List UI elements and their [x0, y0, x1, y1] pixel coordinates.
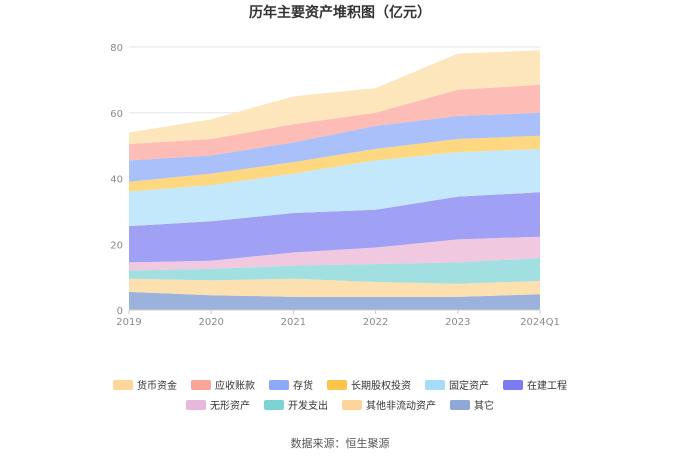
legend-item[interactable]: 开发支出	[264, 399, 328, 412]
legend-item[interactable]: 固定资产	[425, 379, 489, 392]
axes: 0 20 40 60 80 2019 2020 2021 2022 2023 2024Q1	[110, 43, 560, 328]
legend-label: 无形资产	[210, 399, 250, 412]
x-tick-label: 2020	[198, 317, 223, 328]
legend-swatch	[269, 380, 289, 390]
area-series-group	[129, 50, 540, 310]
legend-label: 其他非流动资产	[366, 399, 436, 412]
legend-swatch	[425, 380, 445, 390]
legend-item[interactable]: 其它	[450, 399, 494, 412]
area-series	[129, 278, 540, 297]
x-tick-label: 2024Q1	[520, 317, 560, 328]
area-series	[129, 236, 540, 271]
legend-swatch	[191, 380, 211, 390]
y-tick-label: 40	[110, 175, 123, 186]
x-tick-label: 2022	[363, 317, 388, 328]
legend-item[interactable]: 货币资金	[113, 379, 177, 392]
legend-swatch	[264, 400, 284, 410]
legend-row: 货币资金 应收账款 存货 长期股权投资 固定资产 在建工程	[113, 379, 567, 392]
legend-label: 其它	[474, 399, 494, 412]
x-tick-label: 2019	[116, 317, 141, 328]
legend-swatch	[113, 380, 133, 390]
area-series	[129, 291, 540, 310]
area-series	[129, 84, 540, 161]
legend-item[interactable]: 其他非流动资产	[342, 399, 436, 412]
legend-label: 应收账款	[215, 379, 255, 392]
legend-row: 无形资产 开发支出 其他非流动资产 其它	[186, 399, 494, 412]
legend-swatch	[342, 400, 362, 410]
legend-label: 存货	[293, 379, 313, 392]
legend-item[interactable]: 应收账款	[191, 379, 255, 392]
y-tick-label: 0	[117, 306, 123, 317]
area-series	[129, 50, 540, 144]
area-series	[129, 112, 540, 182]
legend-swatch	[327, 380, 347, 390]
x-tick-label: 2023	[445, 317, 470, 328]
y-tick-label: 20	[110, 240, 123, 251]
legend-item[interactable]: 长期股权投资	[327, 379, 411, 392]
legend-item[interactable]: 存货	[269, 379, 313, 392]
area-series	[129, 258, 540, 284]
legend-label: 在建工程	[527, 379, 567, 392]
area-series	[129, 192, 540, 263]
legend-label: 固定资产	[449, 379, 489, 392]
chart-title: 历年主要资产堆积图（亿元）	[249, 4, 431, 21]
area-series	[129, 148, 540, 227]
legend-item[interactable]: 在建工程	[503, 379, 567, 392]
area-series	[129, 135, 540, 192]
y-tick-label: 60	[110, 109, 123, 120]
x-tick-label: 2021	[281, 317, 306, 328]
legend-swatch	[450, 400, 470, 410]
legend-swatch	[503, 380, 523, 390]
y-tick-label: 80	[110, 43, 123, 54]
data-source-note: 数据来源：恒生聚源	[291, 436, 390, 450]
legend-label: 开发支出	[288, 399, 328, 412]
legend-label: 货币资金	[137, 379, 177, 392]
legend-item[interactable]: 无形资产	[186, 399, 250, 412]
legend-swatch	[186, 400, 206, 410]
legend-label: 长期股权投资	[351, 379, 411, 392]
